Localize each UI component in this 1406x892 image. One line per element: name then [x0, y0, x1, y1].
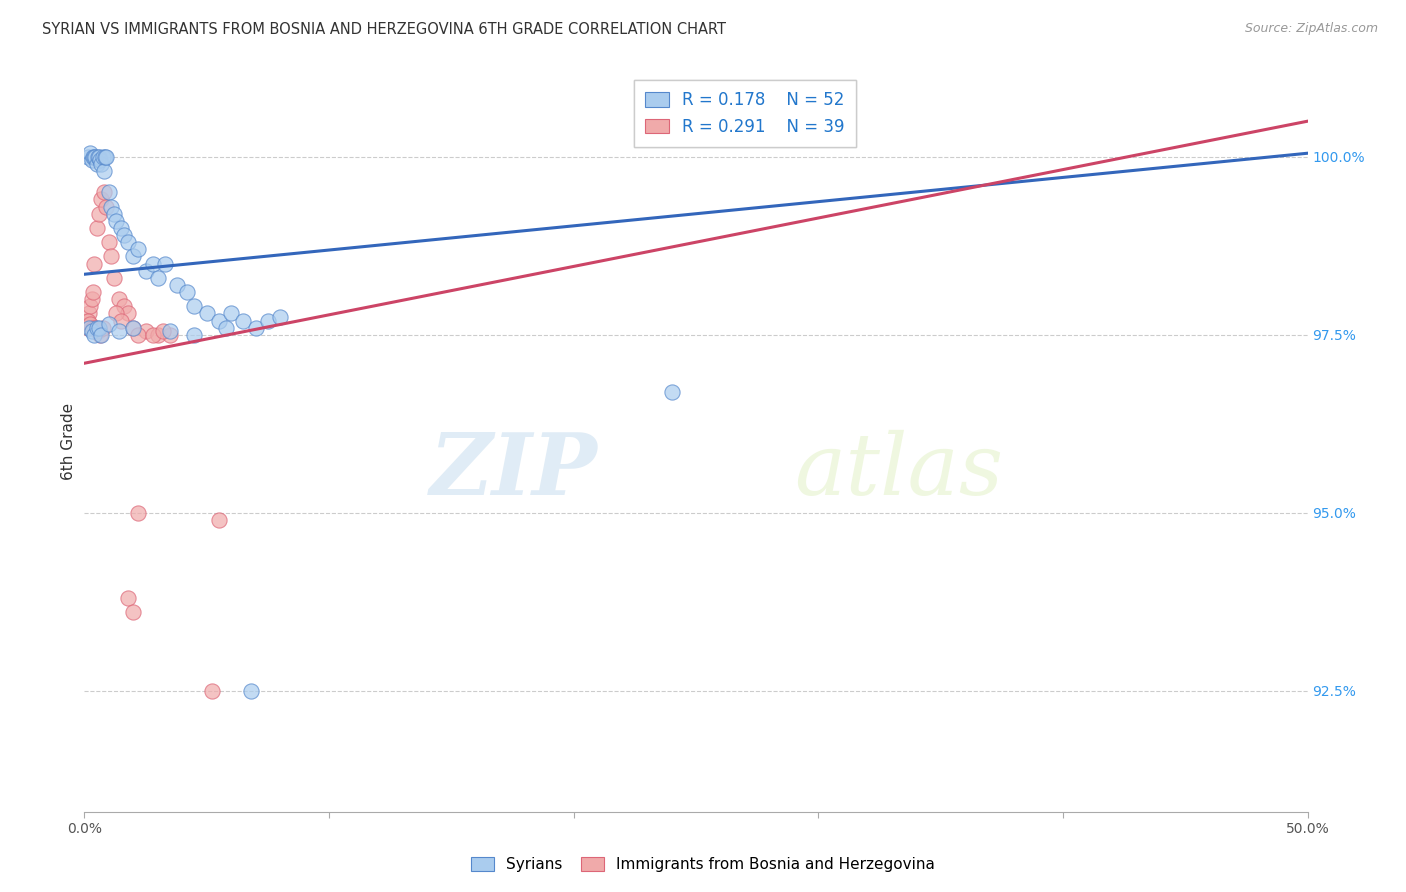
Text: ZIP: ZIP — [430, 429, 598, 513]
Point — [183, 327, 205, 342]
Point — [257, 313, 280, 327]
Point — [77, 320, 100, 334]
Text: atlas: atlas — [794, 430, 1002, 513]
Point — [82, 320, 104, 334]
Point — [117, 591, 139, 606]
Point — [86, 320, 108, 334]
Point — [90, 193, 112, 207]
Point — [166, 277, 188, 292]
Point — [87, 150, 110, 164]
Point — [269, 310, 291, 324]
Point — [93, 186, 115, 200]
Point — [77, 306, 100, 320]
Point — [146, 270, 169, 285]
Legend: Syrians, Immigrants from Bosnia and Herzegovina: Syrians, Immigrants from Bosnia and Herz… — [464, 849, 942, 880]
Point — [110, 221, 132, 235]
Point — [215, 320, 238, 334]
Point — [105, 214, 128, 228]
Point — [84, 320, 107, 334]
Point — [146, 327, 169, 342]
Point — [208, 513, 231, 527]
Point — [91, 150, 114, 164]
Point — [82, 285, 104, 299]
Point — [77, 313, 100, 327]
Point — [82, 150, 104, 164]
Point — [94, 150, 117, 164]
Point — [200, 683, 222, 698]
Point — [127, 243, 149, 257]
Point — [122, 320, 145, 334]
Point — [219, 306, 242, 320]
Point — [112, 299, 135, 313]
Legend: R = 0.178    N = 52, R = 0.291    N = 39: R = 0.178 N = 52, R = 0.291 N = 39 — [634, 79, 856, 147]
Point — [87, 324, 110, 338]
Point — [112, 228, 135, 243]
Point — [87, 320, 110, 334]
Point — [77, 150, 100, 164]
Point — [90, 327, 112, 342]
Text: Source: ZipAtlas.com: Source: ZipAtlas.com — [1244, 22, 1378, 36]
Point — [245, 320, 267, 334]
Point — [117, 235, 139, 250]
Point — [195, 306, 218, 320]
Point — [89, 327, 111, 342]
Point — [76, 313, 98, 327]
Point — [183, 299, 205, 313]
Point — [103, 270, 125, 285]
Point — [103, 207, 125, 221]
Point — [91, 320, 114, 334]
Point — [87, 207, 110, 221]
Point — [661, 384, 683, 399]
Point — [80, 324, 103, 338]
Point — [176, 285, 198, 299]
Point — [122, 320, 145, 334]
Point — [100, 200, 122, 214]
Point — [159, 324, 181, 338]
Point — [89, 153, 111, 168]
Point — [79, 299, 101, 313]
Point — [87, 150, 110, 164]
Point — [100, 250, 122, 264]
Point — [127, 506, 149, 520]
Point — [159, 327, 181, 342]
Point — [142, 327, 165, 342]
Point — [80, 153, 103, 168]
Point — [142, 256, 165, 270]
Point — [152, 324, 174, 338]
Point — [83, 256, 105, 270]
Point — [122, 250, 145, 264]
Point — [83, 150, 105, 164]
Y-axis label: 6th Grade: 6th Grade — [60, 403, 76, 480]
Point — [83, 327, 105, 342]
Point — [90, 157, 112, 171]
Point — [117, 306, 139, 320]
Point — [97, 235, 120, 250]
Point — [96, 200, 118, 214]
Point — [127, 327, 149, 342]
Point — [96, 150, 118, 164]
Point — [232, 313, 254, 327]
Point — [122, 606, 145, 620]
Point — [97, 186, 120, 200]
Point — [208, 313, 231, 327]
Point — [77, 320, 100, 334]
Point — [97, 317, 120, 331]
Point — [84, 150, 107, 164]
Point — [86, 157, 108, 171]
Point — [135, 324, 157, 338]
Point — [110, 313, 132, 327]
Text: SYRIAN VS IMMIGRANTS FROM BOSNIA AND HERZEGOVINA 6TH GRADE CORRELATION CHART: SYRIAN VS IMMIGRANTS FROM BOSNIA AND HER… — [42, 22, 725, 37]
Point — [153, 256, 176, 270]
Point — [105, 306, 128, 320]
Point — [79, 317, 101, 331]
Point — [239, 683, 262, 698]
Point — [107, 324, 129, 338]
Point — [79, 146, 101, 161]
Point — [135, 263, 157, 277]
Point — [86, 221, 108, 235]
Point — [93, 164, 115, 178]
Point — [80, 292, 103, 306]
Point — [107, 292, 129, 306]
